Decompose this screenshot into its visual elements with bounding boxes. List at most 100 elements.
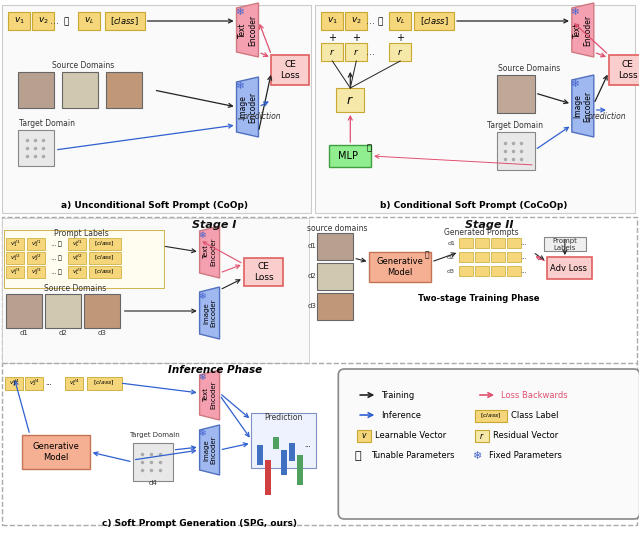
Text: $r$: $r$	[353, 47, 360, 57]
Text: 🔥: 🔥	[58, 269, 61, 275]
Text: ❄: ❄	[235, 81, 244, 91]
Polygon shape	[237, 3, 259, 57]
Bar	[459, 266, 473, 276]
Text: $[class]$: $[class]$	[111, 15, 139, 27]
Text: $[class]$: $[class]$	[93, 379, 115, 387]
Text: $v_2^{d1}$: $v_2^{d1}$	[31, 239, 41, 249]
Bar	[337, 88, 364, 112]
Bar	[475, 266, 489, 276]
Text: Prompt Labels: Prompt Labels	[54, 228, 109, 238]
Text: d1: d1	[19, 330, 28, 336]
Text: ❄: ❄	[198, 429, 205, 438]
Text: $[class]$: $[class]$	[95, 254, 115, 262]
Text: $[class]$: $[class]$	[95, 240, 115, 248]
Polygon shape	[200, 370, 220, 420]
Text: d3: d3	[308, 303, 317, 309]
Bar	[5, 377, 23, 390]
Text: Generative
Model: Generative Model	[377, 257, 424, 277]
Text: Stage I: Stage I	[193, 220, 237, 230]
Text: ...: ...	[365, 16, 375, 26]
Text: b) Conditional Soft Prompt (CoCoOp): b) Conditional Soft Prompt (CoCoOp)	[380, 201, 568, 210]
Text: Tunable Parameters: Tunable Parameters	[371, 452, 455, 461]
Bar	[6, 238, 24, 250]
Text: prediction: prediction	[588, 111, 626, 120]
Text: $[class]$: $[class]$	[480, 412, 502, 420]
Bar	[65, 377, 83, 390]
Bar	[357, 430, 371, 442]
Text: $v_L^{d1}$: $v_L^{d1}$	[72, 239, 82, 249]
Bar	[257, 445, 264, 465]
Bar	[27, 252, 45, 264]
Bar	[78, 12, 100, 30]
Text: d2: d2	[447, 255, 455, 259]
Text: ...: ...	[304, 442, 311, 448]
Bar	[491, 266, 505, 276]
Bar	[62, 72, 98, 108]
Bar	[330, 145, 371, 167]
Text: $v_L^{d4}$: $v_L^{d4}$	[68, 378, 79, 388]
Text: 🔥: 🔥	[355, 451, 361, 461]
Polygon shape	[237, 77, 259, 137]
Bar	[89, 266, 121, 278]
Text: Inference Phase: Inference Phase	[168, 365, 262, 375]
Bar	[4, 230, 164, 288]
Bar	[316, 5, 635, 213]
Text: 🔥: 🔥	[58, 241, 61, 247]
Text: Image
Encoder: Image Encoder	[573, 90, 593, 121]
Text: ❄: ❄	[198, 292, 205, 301]
Bar	[414, 12, 454, 30]
Bar	[609, 55, 640, 85]
Text: Target Domain: Target Domain	[19, 118, 75, 127]
Text: ...: ...	[51, 241, 57, 247]
Bar	[491, 238, 505, 248]
Text: ❄: ❄	[570, 7, 579, 17]
Text: Residual Vector: Residual Vector	[493, 432, 558, 440]
Text: ...: ...	[520, 254, 527, 260]
Text: +: +	[328, 33, 337, 43]
Text: Class Label: Class Label	[511, 411, 559, 421]
Bar	[491, 252, 505, 262]
Polygon shape	[200, 425, 220, 475]
Text: d3: d3	[97, 330, 106, 336]
Text: ...: ...	[51, 16, 60, 26]
Bar	[369, 252, 431, 282]
Text: $v_2$: $v_2$	[351, 16, 362, 26]
Text: $v_2^{d3}$: $v_2^{d3}$	[31, 266, 41, 278]
Text: +: +	[396, 33, 404, 43]
Text: Image
Encoder: Image Encoder	[203, 435, 216, 464]
Text: MLP: MLP	[339, 151, 358, 161]
Text: ...: ...	[365, 47, 375, 57]
Text: d2: d2	[308, 273, 317, 279]
Text: ❄: ❄	[235, 7, 244, 17]
Bar	[2, 5, 312, 213]
Bar	[22, 435, 90, 469]
Bar	[266, 460, 271, 495]
Bar	[273, 437, 280, 449]
Text: source domains: source domains	[307, 224, 367, 233]
Text: $v_1$: $v_1$	[13, 16, 24, 26]
Bar	[317, 233, 353, 260]
Bar	[87, 377, 122, 390]
Text: Adv Loss: Adv Loss	[550, 264, 588, 272]
Text: 🔥: 🔥	[58, 255, 61, 261]
Bar	[497, 75, 535, 113]
Bar	[243, 258, 284, 286]
Bar	[321, 43, 343, 61]
Bar	[271, 55, 309, 85]
Text: Source Domains: Source Domains	[52, 60, 114, 70]
Text: ...: ...	[520, 268, 527, 274]
Text: Generated Prompts: Generated Prompts	[444, 227, 518, 236]
Bar	[18, 130, 54, 166]
Bar	[475, 410, 507, 422]
Bar	[106, 72, 141, 108]
Text: CE
Loss: CE Loss	[280, 60, 300, 80]
Bar	[32, 12, 54, 30]
Text: Text
Encoder: Text Encoder	[238, 14, 257, 45]
Bar	[475, 238, 489, 248]
Text: $v_1^{d4}$: $v_1^{d4}$	[9, 378, 19, 388]
Text: prediction: prediction	[242, 111, 281, 120]
Polygon shape	[200, 226, 220, 278]
Text: 🔥: 🔥	[367, 143, 372, 152]
Text: Training: Training	[381, 391, 415, 400]
Polygon shape	[572, 75, 594, 137]
